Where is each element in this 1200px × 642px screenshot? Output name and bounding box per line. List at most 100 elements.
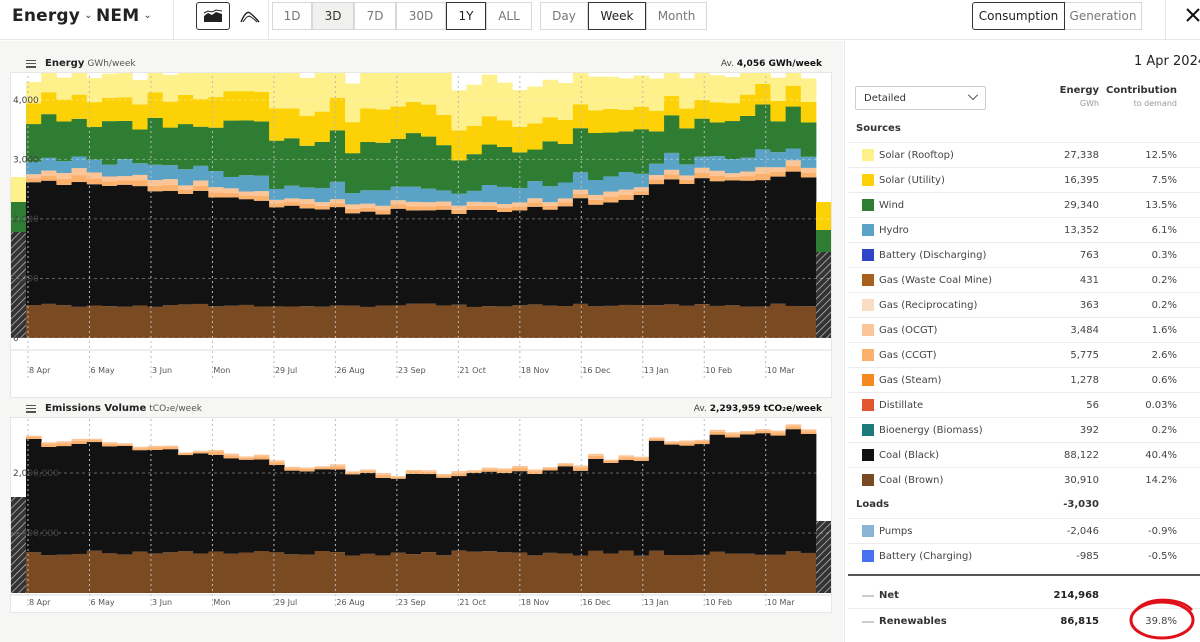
dashboard-selector[interactable]: Energy ⌄ <box>12 6 93 26</box>
table-row[interactable]: Pumps -2,046 -0.9% <box>848 518 1200 543</box>
energy-bar-segment <box>451 90 467 131</box>
table-row[interactable]: Gas (Reciprocating) 363 0.2% <box>848 292 1200 317</box>
energy-bar-segment <box>800 167 817 173</box>
y-tick-label: 1,000 <box>13 274 39 284</box>
x-tick-label: 8 Apr <box>29 598 51 607</box>
table-row[interactable]: Gas (OCGT) 3,484 1.6% <box>848 317 1200 342</box>
emissions-bar-segment <box>177 453 194 456</box>
emissions-bar-segment <box>709 431 726 435</box>
row-contribution: 40.4% <box>1145 450 1177 461</box>
generation-view-button[interactable]: Generation <box>1065 2 1142 30</box>
energy-bar-segment <box>694 118 711 157</box>
stacked-area-chart-button[interactable] <box>196 2 230 30</box>
energy-bar-segment <box>421 104 437 137</box>
emissions-bar-segment <box>436 473 452 476</box>
energy-bar-segment <box>694 72 711 100</box>
table-row[interactable]: Gas (CCGT) 5,775 2.6% <box>848 342 1200 367</box>
table-row[interactable]: Bioenergy (Biomass) 392 0.2% <box>848 417 1200 442</box>
emissions-bar-segment <box>345 474 361 556</box>
interval-week-button[interactable]: Week <box>588 2 646 30</box>
table-row[interactable]: Gas (Waste Coal Mine) 431 0.2% <box>848 267 1200 292</box>
emissions-bar-segment <box>405 473 422 555</box>
energy-bar-segment <box>117 180 133 185</box>
emissions-bar-segment <box>405 471 422 474</box>
table-row[interactable]: Battery (Charging) -985 -0.5% <box>848 543 1200 568</box>
table-row[interactable]: Coal (Brown) 30,910 14.2% <box>848 467 1200 492</box>
energy-bar-segment <box>71 118 88 157</box>
legend-swatch <box>862 449 874 461</box>
range-7d-button[interactable]: 7D <box>354 2 396 30</box>
energy-bar-segment <box>496 120 513 147</box>
row-contribution: 13.5% <box>1145 200 1177 211</box>
energy-stacked-area-chart[interactable]: 4,000 3,000 2,000 1,000 0 8 Apr 6 May 3 Jun Mon 2… <box>10 72 832 398</box>
emissions-bar-segment <box>800 552 817 593</box>
table-row[interactable]: Coal (Black) 88,122 40.4% <box>848 442 1200 467</box>
chevron-down-icon <box>967 89 979 101</box>
table-row[interactable]: Solar (Rooftop) 27,338 12.5% <box>848 142 1200 167</box>
region-selector[interactable]: NEM ⌄ <box>96 6 152 26</box>
emissions-stacked-area-chart[interactable]: 2,000,000 1,000,000 8 Apr 6 May 3 Jun Mon 29 J… <box>10 417 832 613</box>
legend-swatch <box>862 525 874 537</box>
emissions-bar-segment <box>314 469 331 552</box>
energy-bar-segment <box>405 210 422 304</box>
emissions-bar-segment <box>755 430 771 434</box>
line-chart-button[interactable] <box>233 2 267 30</box>
row-contribution: 0.2% <box>1151 275 1177 286</box>
energy-bar-segment <box>572 198 589 304</box>
row-contribution: 0.3% <box>1151 250 1177 261</box>
emissions-bar-segment <box>162 552 179 593</box>
range-1y-button[interactable]: 1Y <box>446 2 486 30</box>
emissions-bar-segment <box>208 551 224 593</box>
energy-bar-segment <box>527 304 543 338</box>
emissions-bar-segment <box>572 467 589 471</box>
range-3d-button[interactable]: 3D <box>312 2 354 30</box>
emissions-bar-segment <box>466 471 483 473</box>
row-label: Pumps <box>879 526 913 537</box>
range-all-button[interactable]: ALL <box>486 2 532 30</box>
interval-day-button[interactable]: Day <box>540 2 588 30</box>
energy-bar-segment <box>588 110 604 133</box>
emissions-chart-menu-icon[interactable] <box>26 405 36 413</box>
energy-bar-segment <box>253 91 270 122</box>
energy-bar-segment <box>117 120 133 160</box>
table-row[interactable]: Wind 29,340 13.5% <box>848 192 1200 217</box>
table-row[interactable]: Distillate 56 0.03% <box>848 392 1200 417</box>
energy-bar-segment <box>557 82 574 120</box>
x-tick-label: 10 Feb <box>705 598 732 607</box>
energy-bar-segment <box>101 185 118 307</box>
consumption-view-button[interactable]: Consumption <box>972 2 1065 30</box>
energy-bar-segment <box>557 182 574 199</box>
energy-bar-segment <box>345 122 361 154</box>
emissions-bar-segment <box>618 550 635 593</box>
energy-bar-segment <box>542 141 559 187</box>
energy-bar-segment <box>390 305 407 338</box>
emissions-bar-segment <box>375 472 392 475</box>
energy-chart-menu-icon[interactable] <box>26 60 36 68</box>
range-30d-button[interactable]: 30D <box>396 2 446 30</box>
detail-level-dropdown[interactable]: Detailed <box>855 86 986 110</box>
energy-bar-segment <box>572 189 589 194</box>
energy-bar-segment <box>436 209 452 306</box>
energy-bar-segment <box>329 97 346 131</box>
close-panel-button[interactable] <box>1186 7 1200 26</box>
interval-month-button[interactable]: Month <box>646 2 707 30</box>
table-row[interactable]: Solar (Utility) 16,395 7.5% <box>848 167 1200 192</box>
row-energy: 5,775 <box>1070 350 1099 361</box>
dashboard-selector-label: Energy <box>12 6 81 26</box>
emissions-bar-segment <box>132 551 148 593</box>
x-tick-label: 6 May <box>90 366 114 375</box>
range-1d-button[interactable]: 1D <box>272 2 312 30</box>
energy-bar-segment <box>800 78 817 102</box>
energy-bar-segment <box>755 72 771 84</box>
renewables-label: Renewables <box>879 616 947 627</box>
table-row[interactable]: Hydro 13,352 6.1% <box>848 217 1200 242</box>
energy-bar-segment <box>375 305 392 338</box>
table-row[interactable]: Gas (Steam) 1,278 0.6% <box>848 367 1200 392</box>
energy-bar-segment <box>360 190 376 204</box>
table-row[interactable]: Battery (Discharging) 763 0.3% <box>848 242 1200 267</box>
energy-bar-segment <box>284 306 300 338</box>
energy-bar-segment <box>253 72 270 92</box>
emissions-bar-segment <box>572 465 589 468</box>
energy-bar-segment <box>770 77 787 101</box>
row-contribution: -0.9% <box>1147 526 1177 537</box>
